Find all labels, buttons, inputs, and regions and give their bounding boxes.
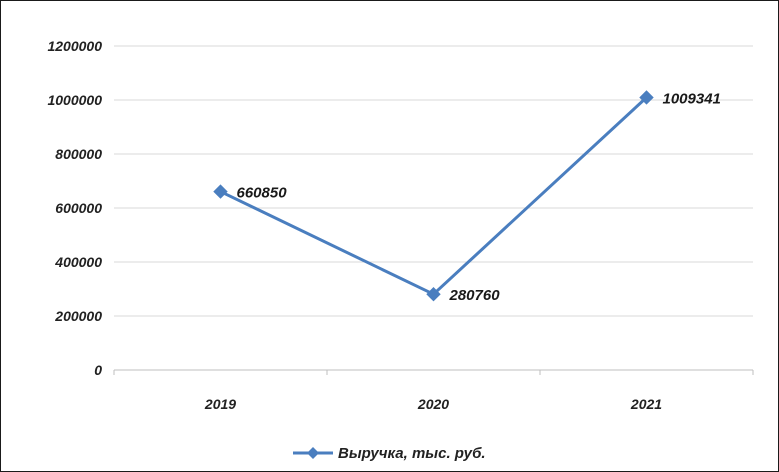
y-axis-tick-labels: 1200000 1000000 800000 600000 400000 200000 0: [47, 38, 102, 378]
legend-diamond-marker: [307, 447, 319, 459]
axes: [113, 369, 754, 375]
data-label: 1009341: [663, 90, 721, 107]
y-tick-label: 200000: [54, 308, 102, 324]
y-tick-label: 0: [94, 362, 102, 378]
data-labels: 660850 280760 1009341: [237, 90, 721, 304]
legend: Выручка, тыс. руб.: [293, 445, 486, 462]
x-tick-label: 2019: [204, 396, 236, 412]
gridlines: [114, 45, 753, 317]
y-tick-label: 400000: [54, 254, 102, 270]
data-point-marker: [639, 90, 654, 105]
y-tick-label: 1000000: [47, 92, 102, 108]
data-point-marker: [426, 286, 441, 302]
legend-series-name: Выручка, тыс. руб.: [338, 445, 486, 462]
y-tick-label: 600000: [55, 200, 102, 216]
y-tick-label: 800000: [55, 146, 102, 162]
series-revenue: [213, 90, 654, 302]
x-tick-label: 2020: [417, 396, 449, 412]
x-tick-label: 2021: [630, 396, 662, 412]
data-point-marker: [213, 184, 228, 199]
x-axis-tick-labels: 2019 2020 2021: [204, 396, 662, 412]
y-tick-label: 1200000: [47, 38, 102, 54]
data-label: 280760: [449, 287, 501, 304]
data-label: 660850: [237, 185, 288, 202]
